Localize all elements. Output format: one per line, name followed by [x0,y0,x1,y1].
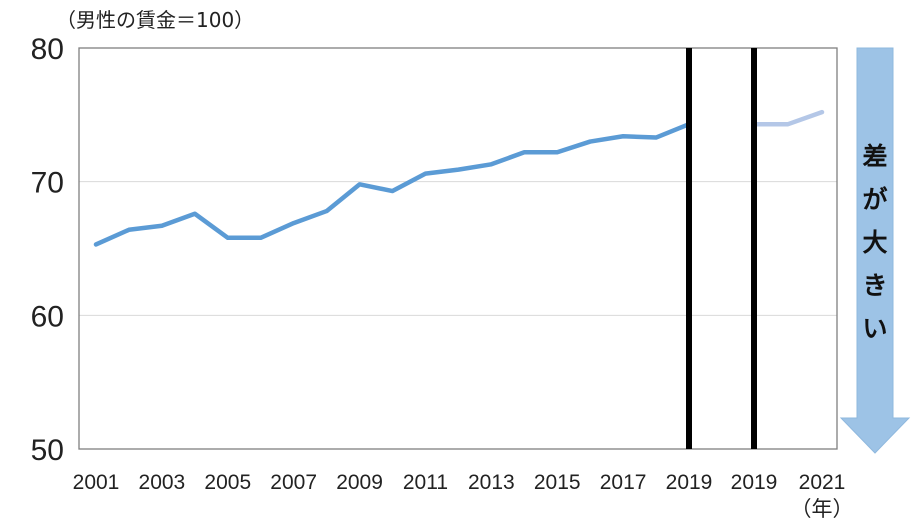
x-tick-labels: 2001 2003 2005 2007 2009 2011 2013 2015 2017 2019… [73,471,846,494]
gap-arrow-char: い [862,314,887,343]
gap-arrow-char: 差 [862,142,887,171]
gap-arrow-char: が [862,185,887,214]
x-axis-unit-label: （年） [791,498,854,521]
y-tick-label: 80 [31,33,64,66]
down-arrow-icon [839,47,911,454]
y-tick-labels: 80 70 60 50 [31,33,64,467]
x-tick-label: 2001 [73,471,120,494]
gap-arrow-char: 大 [862,228,887,257]
series-line-2001-2019 [93,121,692,247]
series-lines [93,109,825,247]
x-tick-label: 2019 [731,471,778,494]
x-tick-label: 2013 [468,471,515,494]
x-tick-label: 2007 [270,471,317,494]
x-tick-label: 2017 [600,471,647,494]
y-tick-label: 50 [31,434,64,467]
gap-arrow-char: き [862,271,887,300]
gridlines [79,181,837,316]
x-tick-label: 2009 [336,471,383,494]
x-tick-label: 2011 [403,471,448,494]
x-tick-label: 2003 [139,471,186,494]
x-tick-label: 2021 [799,471,846,494]
plot-area-border [78,47,838,450]
x-tick-label: 2015 [534,471,581,494]
x-tick-label: 2005 [204,471,251,494]
y-tick-label: 60 [31,300,64,333]
y-axis-unit-label: （男性の賃金＝100） [56,8,254,32]
series-line-2019-2021 [751,109,825,127]
x-tick-label: 2019 [666,471,713,494]
y-tick-label: 70 [31,167,64,200]
